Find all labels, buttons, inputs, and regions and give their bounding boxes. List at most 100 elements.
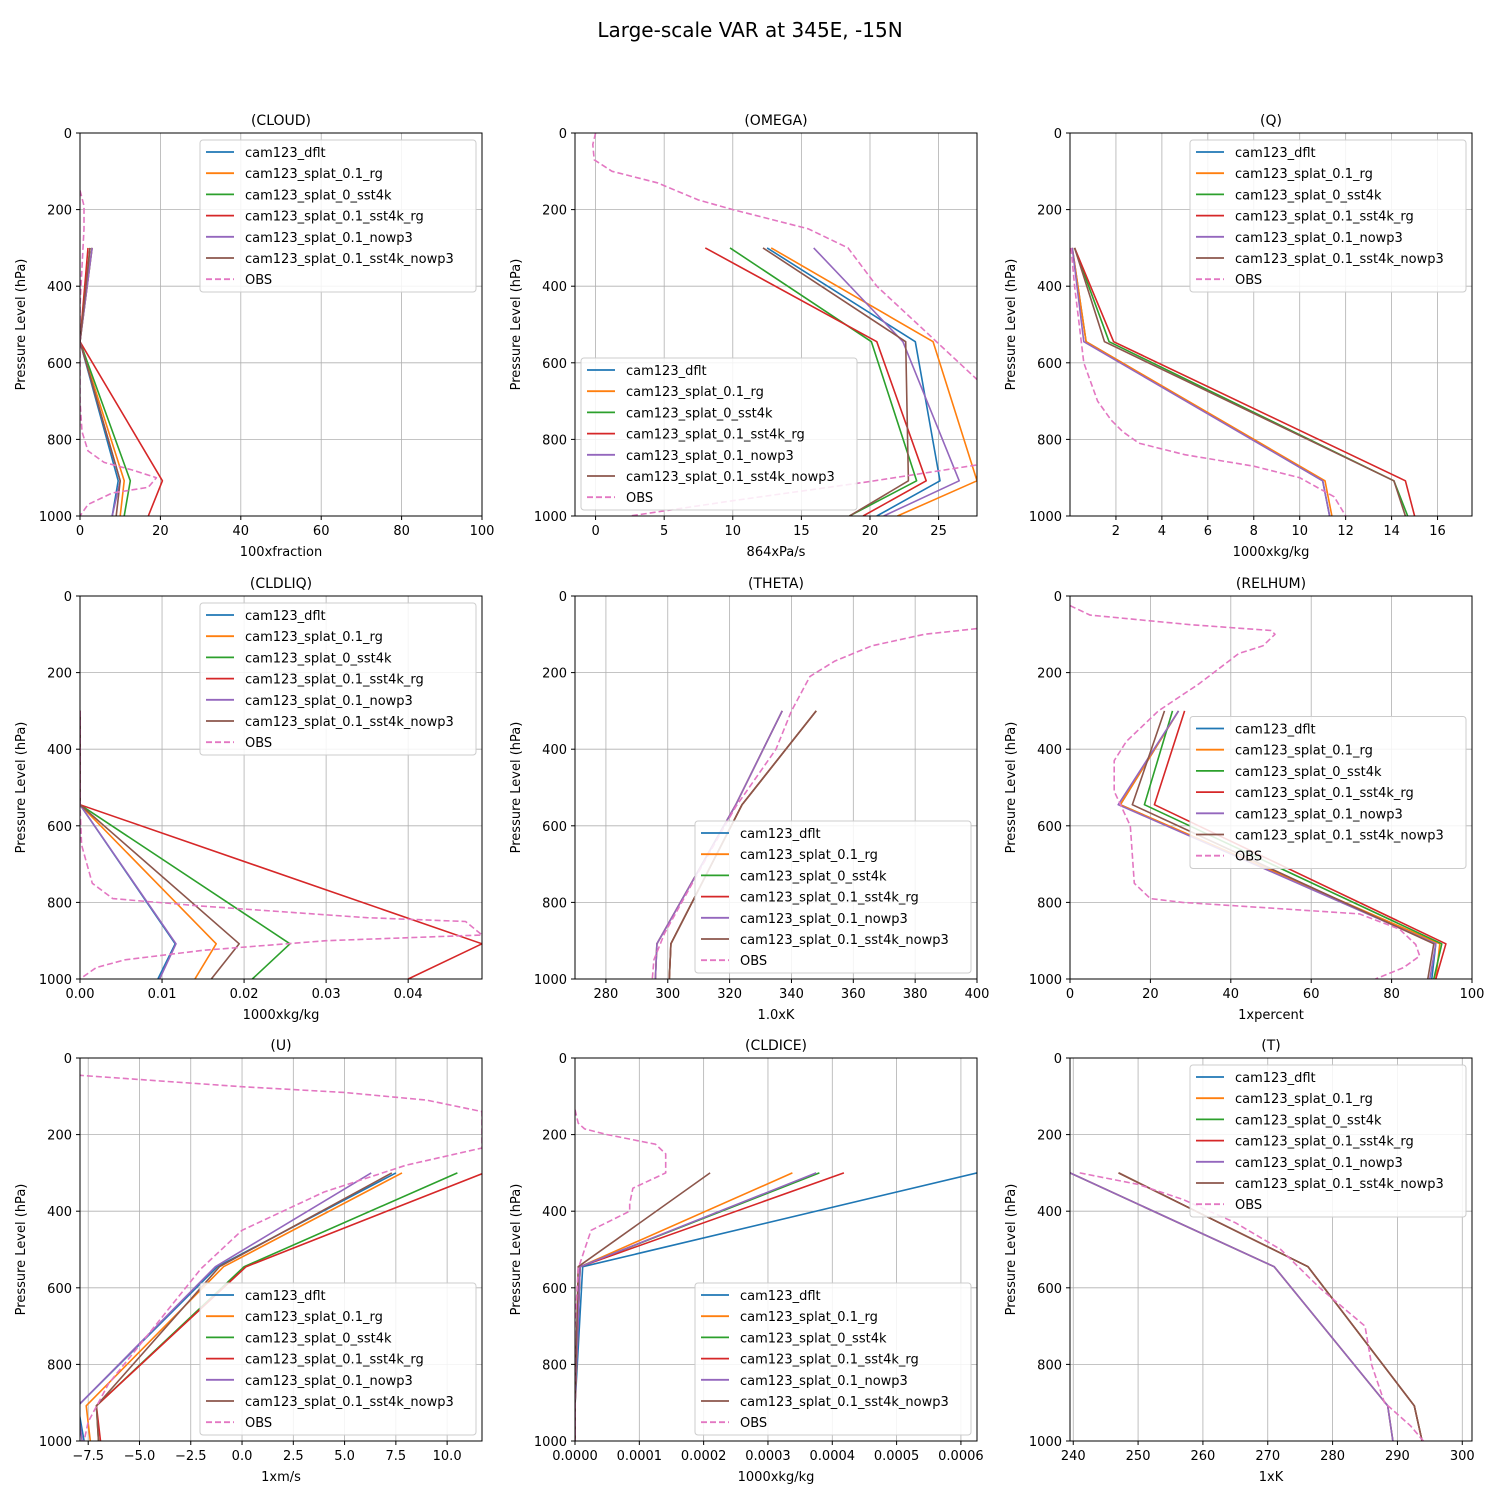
y-tick-label: 800 [1037,1358,1062,1373]
panel-title: (CLOUD) [251,113,311,129]
legend-label: cam123_splat_0.1_sst4k_nowp3 [245,252,454,267]
series-line-cam123-splat-0-1-sst4k-nowp3 [1131,710,1435,979]
x-tick-label: 0.0002 [681,1449,727,1464]
x-tick-label: 0.02 [230,987,259,1002]
x-tick-label: 2 [1112,524,1120,539]
x-tick-label: 14 [1383,524,1400,539]
legend: cam123_dflt cam123_splat_0.1_rg cam123_spl… [694,820,972,974]
x-tick-label: 20 [862,524,879,539]
series-line-cam123-splat-0-1-sst4k-nowp3 [80,710,240,979]
series-line-obs [1079,1172,1425,1441]
series-line-obs [1070,604,1421,979]
legend-label: cam123_splat_0_sst4k [245,188,392,203]
x-tick-label: 270 [1255,1449,1280,1464]
x-tick-label: 5 [660,524,668,539]
legend-label: cam123_splat_0.1_rg [245,167,383,182]
series-line-cam123-splat-0-1-sst4k-nowp3 [762,247,910,516]
y-tick-label: 600 [47,1282,72,1297]
legend: cam123_dflt cam123_splat_0.1_rg cam123_spl… [199,1282,477,1436]
x-tick-label: 0 [591,524,599,539]
y-tick-label: 600 [47,357,72,372]
series-line-cam123-splat-0-1-sst4k-nowp3 [1118,1172,1423,1441]
legend: cam123_dflt cam123_splat_0.1_rg cam123_spl… [199,139,477,293]
legend-label: OBS [1235,850,1262,865]
y-tick-label: 800 [47,433,72,448]
series-lines [80,190,164,516]
y-tick-label: 1000 [1029,1435,1062,1450]
panel-4: 280 300 320 340 360 380 400 0 200 400 600 800 1000 (T… [509,576,989,1023]
y-axis-label: Pressure Level (hPa) [509,1184,524,1316]
x-tick-label: 40 [1223,987,1240,1002]
x-axis-label: 1xK [1259,1470,1284,1485]
y-tick-label: 400 [542,743,567,758]
x-tick-label: 2.5 [283,1449,304,1464]
legend-label: cam123_splat_0_sst4k [626,406,773,421]
legend: cam123_dflt cam123_splat_0.1_rg cam123_spl… [1189,1064,1467,1218]
legend-label: OBS [740,1416,767,1431]
axes-frame [1069,1057,1473,1442]
legend: cam123_dflt cam123_splat_0.1_rg cam123_spl… [199,602,477,756]
x-tick-label: 20 [152,524,169,539]
series-line-cam123-splat-0-1-rg [1071,247,1333,516]
panel-title: (CLDICE) [745,1038,807,1054]
legend-label: cam123_splat_0_sst4k [1235,188,1382,203]
legend-label: cam123_splat_0_sst4k [1235,1113,1382,1128]
series-lines [1070,1172,1425,1441]
legend-label: cam123_splat_0.1_sst4k_rg [1235,1135,1414,1150]
legend-label: cam123_dflt [626,364,707,379]
legend-label: cam123_splat_0.1_nowp3 [1235,1156,1403,1171]
x-tick-label: 0.0006 [938,1449,984,1464]
x-tick-label: −7.5 [72,1449,104,1464]
y-tick-label: 0 [559,590,567,605]
series-line-cam123-splat-0-sst4k [729,247,918,516]
x-tick-label: 0.0001 [617,1449,663,1464]
y-tick-label: 800 [542,1358,567,1373]
y-tick-label: 1000 [534,973,567,988]
x-tick-label: 100 [470,524,495,539]
x-tick-label: 60 [1303,987,1320,1002]
legend-box [694,820,972,974]
series-line-cam123-splat-0-1-sst4k-nowp3 [95,1172,393,1441]
x-axis-label: 1000xkg/kg [1233,545,1310,560]
legend-label: cam123_splat_0.1_sst4k_rg [245,1353,424,1368]
legend-label: cam123_splat_0.1_nowp3 [245,231,413,246]
x-axis-label: 1xm/s [261,1470,301,1485]
x-tick-label: 360 [841,987,866,1002]
legend-label: cam123_dflt [245,146,326,161]
legend-label: cam123_splat_0.1_sst4k_nowp3 [740,933,949,948]
series-line-cam123-splat-0-1-rg [80,710,217,979]
y-tick-label: 200 [47,667,72,682]
x-tick-label: 400 [965,987,990,1002]
x-tick-label: 60 [313,524,330,539]
x-tick-label: 0.0003 [745,1449,791,1464]
y-tick-label: 600 [47,820,72,835]
x-tick-label: 80 [1383,987,1400,1002]
series-line-cam123-splat-0-1-sst4k-rg [80,247,164,516]
y-tick-label: 600 [542,820,567,835]
y-tick-label: 1000 [1029,510,1062,525]
y-tick-label: 800 [1037,433,1062,448]
legend-box [199,1282,477,1436]
x-tick-label: 340 [779,987,804,1002]
legend: cam123_dflt cam123_splat_0.1_rg cam123_spl… [580,357,858,511]
legend-label: OBS [1235,1198,1262,1213]
legend-label: cam123_splat_0.1_sst4k_nowp3 [1235,829,1444,844]
x-axis-label: 100xfraction [240,545,322,560]
x-tick-label: 40 [233,524,250,539]
legend-label: OBS [245,1416,272,1431]
legend: cam123_dflt cam123_splat_0.1_rg cam123_spl… [1189,716,1467,869]
legend-label: cam123_splat_0.1_sst4k_rg [626,428,805,443]
panel-title: (CLDLIQ) [250,576,312,592]
x-tick-label: 250 [1126,1449,1151,1464]
legend-label: OBS [245,273,272,288]
legend-label: cam123_splat_0.1_sst4k_rg [245,210,424,225]
legend-label: cam123_splat_0.1_sst4k_nowp3 [245,715,454,730]
x-tick-label: 240 [1061,1449,1086,1464]
series-lines [591,133,977,516]
x-tick-label: −5.0 [124,1449,156,1464]
panel-1: 0 5 10 15 20 25 0 200 400 600 800 1000 (OMEGA) 864xPa… [509,113,978,560]
y-tick-label: 0 [1054,1052,1062,1067]
panel-title: (T) [1261,1038,1280,1054]
y-tick-label: 0 [559,127,567,142]
